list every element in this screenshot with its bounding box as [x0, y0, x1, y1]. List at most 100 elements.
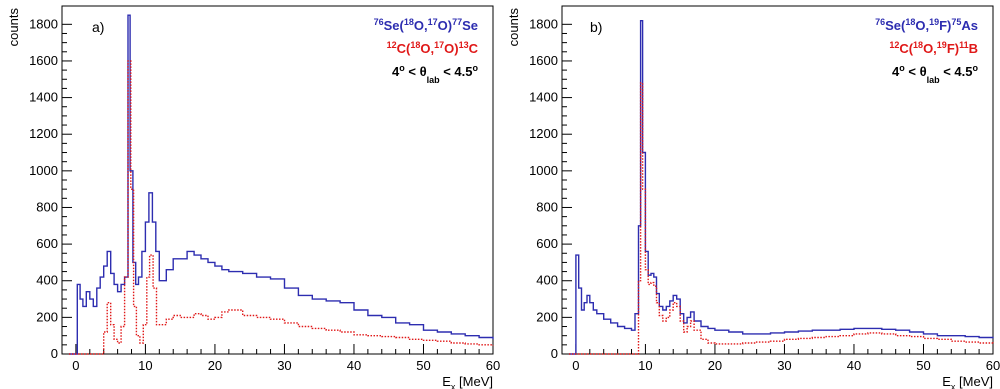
legend-line-2-part: 18 — [410, 40, 420, 50]
x-axis-title: Ex [MeV] — [442, 374, 493, 389]
legend-line-3-part: 4 — [392, 64, 400, 79]
x-tick-label: 10 — [638, 358, 652, 373]
red-dotted-histogram — [569, 82, 994, 355]
y-tick-label: 0 — [551, 346, 558, 361]
legend-line-3-part: lab — [427, 75, 441, 85]
y-tick-label: 1800 — [529, 16, 558, 31]
y-tick-label: 600 — [536, 236, 558, 251]
legend-line-1-part: 77 — [452, 17, 462, 27]
y-axis-title: counts — [506, 8, 521, 47]
y-tick-label: 1600 — [529, 53, 558, 68]
legend-line-3: 4o < θlab < 4.5o — [892, 63, 978, 85]
y-axis-title: counts — [6, 8, 21, 47]
legend-line-2-part: 17 — [434, 40, 444, 50]
panel-b: 0 200 400 600 800 1000 1200 1400 1600 1800 0 10 20 30… — [506, 5, 1000, 389]
legend-line-2: 12C(18O,19F)11B — [889, 40, 978, 56]
y-tick-label: 1200 — [529, 126, 558, 141]
x-axis-title-sub: x — [951, 382, 956, 389]
y-tick-label: 400 — [36, 273, 58, 288]
x-axis-title: Ex [MeV] — [942, 374, 993, 389]
y-tick-label: 1600 — [29, 53, 58, 68]
legend-line-3: 4o < θlab < 4.5o — [392, 63, 478, 85]
legend-line-3-part: 4 — [892, 64, 900, 79]
legend-line-2: 12C(18O,17O)13C — [387, 40, 479, 56]
plot-frame — [61, 5, 494, 355]
panel-label: a) — [92, 19, 104, 35]
legend-line-2-part: 12 — [889, 40, 899, 50]
x-tick-label: 0 — [72, 358, 79, 373]
legend-line-1-part: F) — [939, 18, 951, 33]
legend-line-3-part: < 4.5 — [940, 64, 973, 79]
legend-line-1-part: Se( — [885, 18, 906, 33]
blue-solid-histogram — [569, 20, 994, 355]
legend-line-1-part: 18 — [404, 17, 414, 27]
legend-line-1-part: O, — [414, 18, 428, 33]
x-axis-title-rest: [MeV] — [955, 374, 993, 389]
x-tick-label: 20 — [708, 358, 722, 373]
plot-frame — [561, 5, 994, 355]
y-tick-label: 0 — [51, 346, 58, 361]
legend-line-3-part: < θ — [905, 64, 927, 79]
y-tick-label: 400 — [536, 273, 558, 288]
x-tick-label: 40 — [347, 358, 361, 373]
legend-line-1: 76Se(18O,17O)77Se — [374, 17, 478, 33]
legend-line-2-part: 12 — [387, 40, 397, 50]
legend-line-2-part: 19 — [937, 40, 947, 50]
legend-line-3-part: o — [973, 63, 979, 73]
blue-solid-histogram — [69, 14, 494, 355]
legend-line-3-part: o — [899, 63, 905, 73]
x-tick-label: 60 — [986, 358, 1000, 373]
legend-line-1-part: O, — [915, 18, 929, 33]
legend-line-2-part: O, — [420, 41, 434, 56]
legend-line-2-part: C( — [899, 41, 913, 56]
x-tick-label: 10 — [138, 358, 152, 373]
legend-line-2-part: F) — [947, 41, 959, 56]
legend-line-1-part: 17 — [428, 17, 438, 27]
legend-line-3-part: lab — [927, 75, 941, 85]
legend-line-1-part: As — [961, 18, 978, 33]
legend-line-2-part: B — [969, 41, 978, 56]
y-tick-label: 800 — [536, 199, 558, 214]
y-tick-label: 1200 — [29, 126, 58, 141]
legend-line-1-part: O) — [438, 18, 452, 33]
legend-line-1-part: 76 — [374, 17, 384, 27]
legend-line-3-part: < θ — [405, 64, 427, 79]
legend-line-1-part: 18 — [905, 17, 915, 27]
legend-line-3-part: o — [473, 63, 479, 73]
x-axis-title-rest: [MeV] — [455, 374, 493, 389]
y-tick-label: 200 — [36, 309, 58, 324]
x-tick-label: 30 — [277, 358, 291, 373]
y-tick-label: 1400 — [29, 90, 58, 105]
legend-line-2-part: 13 — [459, 40, 469, 50]
legend-line-3-part: o — [399, 63, 405, 73]
legend-line-2-part: C — [469, 41, 479, 56]
legend-line-2-part: O, — [923, 41, 937, 56]
legend-line-1-part: Se — [462, 18, 478, 33]
x-tick-label: 50 — [916, 358, 930, 373]
y-tick-label: 600 — [36, 236, 58, 251]
panel-label: b) — [590, 19, 602, 35]
x-axis-title-main: E — [942, 374, 951, 389]
x-tick-label: 30 — [777, 358, 791, 373]
x-tick-label: 40 — [847, 358, 861, 373]
legend-line-1-part: 76 — [875, 17, 885, 27]
legend-line-3-part: < 4.5 — [440, 64, 473, 79]
x-tick-label: 20 — [208, 358, 222, 373]
legend-line-2-part: C( — [397, 41, 411, 56]
x-axis-title-sub: x — [451, 382, 456, 389]
legend-line-2-part: 18 — [913, 40, 923, 50]
y-tick-label: 800 — [36, 199, 58, 214]
legend-line-1-part: 19 — [929, 17, 939, 27]
x-tick-label: 50 — [416, 358, 430, 373]
y-tick-label: 1000 — [29, 163, 58, 178]
x-tick-label: 60 — [486, 358, 500, 373]
legend-line-2-part: 11 — [959, 40, 969, 50]
panel-a: 0 200 400 600 800 1000 1200 1400 1600 1800 0 10 20 30… — [6, 5, 500, 389]
legend-line-1-part: Se( — [384, 18, 405, 33]
legend-line-1-part: 75 — [951, 17, 961, 27]
x-axis-title-main: E — [442, 374, 451, 389]
y-tick-label: 1400 — [529, 90, 558, 105]
y-tick-label: 1800 — [29, 16, 58, 31]
legend-line-2-part: O) — [444, 41, 458, 56]
